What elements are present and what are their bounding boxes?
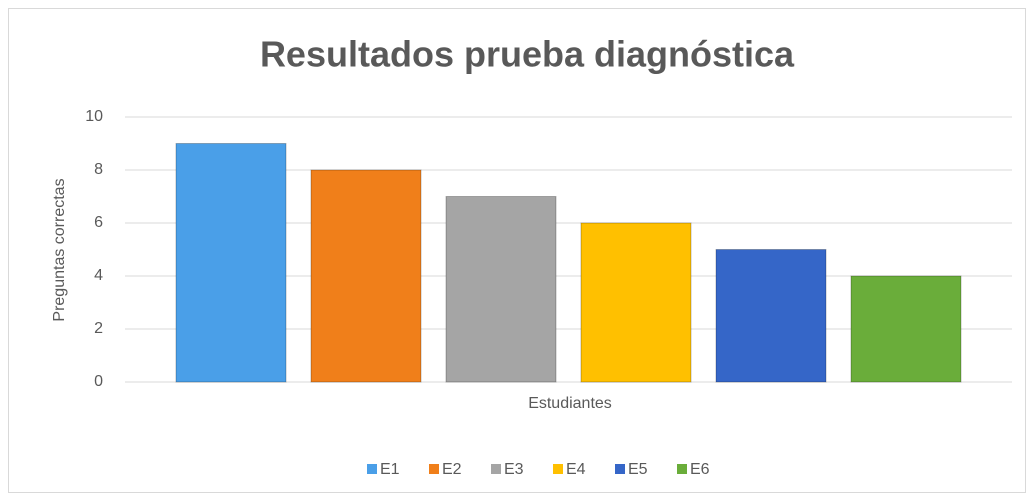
y-axis-title: Preguntas correctas xyxy=(51,178,68,321)
bar xyxy=(580,222,692,383)
legend-label: E1 xyxy=(380,461,400,478)
legend-swatch xyxy=(367,464,377,474)
bar xyxy=(310,169,422,383)
legend-label: E4 xyxy=(566,461,586,478)
legend-label: E5 xyxy=(628,461,648,478)
y-tick-label: 4 xyxy=(94,267,103,284)
y-tick-label: 6 xyxy=(94,214,103,231)
x-axis-title: Estudiantes xyxy=(528,395,612,412)
bar xyxy=(850,275,962,383)
y-tick-label: 2 xyxy=(94,320,103,337)
legend-swatch xyxy=(491,464,501,474)
legend-label: E6 xyxy=(690,461,710,478)
legend-swatch xyxy=(429,464,439,474)
chart-title: Resultados prueba diagnóstica xyxy=(260,34,795,75)
bar xyxy=(175,143,287,383)
legend-label: E2 xyxy=(442,461,462,478)
bar xyxy=(445,196,557,383)
legend-swatch xyxy=(677,464,687,474)
legend-swatch xyxy=(615,464,625,474)
legend-swatch xyxy=(553,464,563,474)
y-tick-label: 10 xyxy=(85,108,103,125)
y-tick-label: 0 xyxy=(94,373,103,390)
bar xyxy=(715,249,827,383)
y-tick-label: 8 xyxy=(94,161,103,178)
legend-label: E3 xyxy=(504,461,524,478)
